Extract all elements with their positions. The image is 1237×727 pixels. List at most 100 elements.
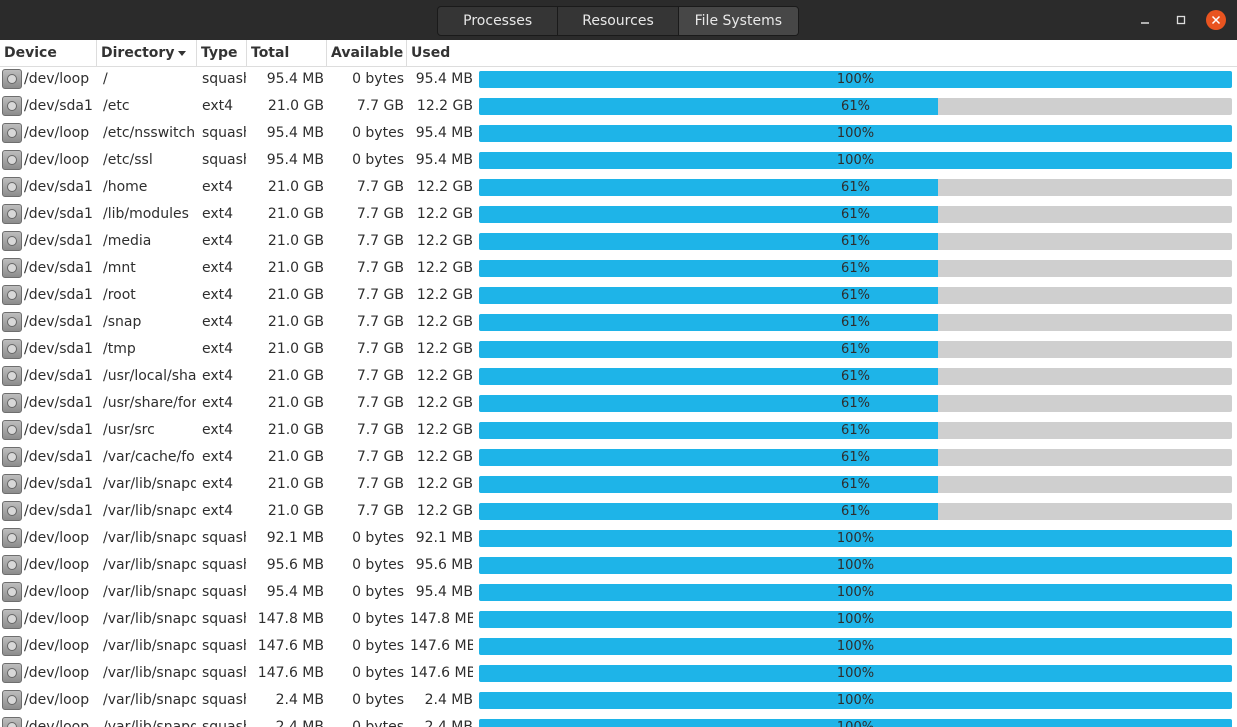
drive-icon [2, 501, 22, 521]
column-header[interactable]: Used [411, 45, 451, 61]
maximize-button[interactable] [1173, 12, 1189, 28]
filesystem-row[interactable]: /dev/loop/var/lib/snapd squash 147.6 MB 0 b… [0, 660, 1237, 687]
directory-cell: /var/lib/snapd [103, 638, 196, 654]
used-cell: 147.6 MB [410, 638, 473, 654]
drive-icon [2, 555, 22, 575]
drive-icon [2, 636, 22, 656]
tab[interactable]: Resources [558, 7, 679, 35]
device-cell: /dev/loop [24, 665, 90, 681]
filesystem-row[interactable]: /dev/sda1/lib/modules ext4 21.0 GB 7.7 GB 12… [0, 201, 1237, 228]
filesystem-row[interactable]: /dev/sda1/media ext4 21.0 GB 7.7 GB 12.2 GB 6… [0, 228, 1237, 255]
used-cell: 95.4 MB [415, 152, 473, 168]
device-cell: /dev/loop [24, 125, 90, 141]
filesystem-row[interactable]: /dev/sda1/var/cache/fon ext4 21.0 GB 7.7 GB… [0, 444, 1237, 471]
tab[interactable]: File Systems [678, 7, 798, 35]
directory-cell: /lib/modules [103, 206, 189, 222]
total-cell: 21.0 GB [267, 368, 324, 384]
usage-bar [479, 530, 1232, 547]
usage-bar [479, 206, 939, 223]
usage-percent: 61% [841, 342, 870, 357]
column-header[interactable]: Available [327, 40, 407, 66]
usage-bar-trough [479, 638, 1232, 655]
device-cell: /dev/sda1 [24, 476, 93, 492]
directory-cell: /var/lib/snapd [103, 719, 196, 727]
filesystem-row[interactable]: /dev/loop/var/lib/snapd squash 95.4 MB 0 by… [0, 579, 1237, 606]
column-header[interactable]: Type [197, 40, 247, 66]
filesystem-row[interactable]: /dev/sda1/usr/share/fon ext4 21.0 GB 7.7 GB… [0, 390, 1237, 417]
used-cell: 12.2 GB [416, 260, 473, 276]
filesystem-row[interactable]: /dev/loop/var/lib/snapd squash 147.6 MB 0 b… [0, 633, 1237, 660]
filesystem-row[interactable]: /dev/loop/var/lib/snapd squash 147.8 MB 0 b… [0, 606, 1237, 633]
available-cell: 0 bytes [352, 665, 404, 681]
filesystem-row[interactable]: /dev/sda1/tmp ext4 21.0 GB 7.7 GB 12.2 GB 61% [0, 336, 1237, 363]
available-cell: 0 bytes [352, 692, 404, 708]
drive-icon [2, 69, 22, 89]
device-cell: /dev/sda1 [24, 260, 93, 276]
available-cell: 0 bytes [352, 530, 404, 546]
drive-icon [2, 690, 22, 710]
drive-icon [2, 447, 22, 467]
filesystem-row[interactable]: /dev/loop/var/lib/snapd squash 92.1 MB 0 by… [0, 525, 1237, 552]
total-cell: 21.0 GB [267, 287, 324, 303]
usage-percent: 100% [479, 714, 1232, 727]
usage-bar-trough [479, 719, 1232, 727]
filesystem-row[interactable]: /dev/sda1/etc ext4 21.0 GB 7.7 GB 12.2 GB 61% [0, 93, 1237, 120]
type-cell: squash [202, 692, 246, 708]
available-cell: 7.7 GB [356, 233, 404, 249]
column-header[interactable]: Device [0, 40, 97, 66]
filesystem-row[interactable]: /dev/sda1/root ext4 21.0 GB 7.7 GB 12.2 GB 61… [0, 282, 1237, 309]
available-cell: 7.7 GB [356, 476, 404, 492]
filesystem-row[interactable]: /dev/sda1/var/lib/snapd ext4 21.0 GB 7.7 GB… [0, 471, 1237, 498]
filesystem-row[interactable]: /dev/loop/etc/nsswitch. squash 95.4 MB 0 by… [0, 120, 1237, 147]
filesystem-row[interactable]: /dev/loop/var/lib/snapd squash 2.4 MB 0 byt… [0, 687, 1237, 714]
filesystem-row[interactable]: /dev/loop/var/lib/snapd squash 95.6 MB 0 by… [0, 552, 1237, 579]
usage-bar-trough [479, 179, 1232, 196]
drive-icon [2, 717, 22, 727]
column-header[interactable]: Directory [97, 40, 197, 66]
type-cell: squash [202, 530, 246, 546]
filesystem-row[interactable]: /dev/sda1/var/lib/snapd ext4 21.0 GB 7.7 GB… [0, 498, 1237, 525]
usage-bar-trough [479, 530, 1232, 547]
title-bar: Processes Resources File Systems [0, 0, 1237, 40]
usage-bar-trough [479, 125, 1232, 142]
usage-bar [479, 125, 1232, 142]
filesystem-row[interactable]: /dev/loop/etc/ssl squash 95.4 MB 0 bytes 95.… [0, 147, 1237, 174]
usage-percent: 61% [841, 477, 870, 492]
used-cell: 147.6 MB [410, 665, 473, 681]
directory-cell: /media [103, 233, 152, 249]
device-cell: /dev/sda1 [24, 503, 93, 519]
drive-icon [2, 285, 22, 305]
available-cell: 0 bytes [352, 638, 404, 654]
tab[interactable]: Processes [438, 7, 559, 35]
available-cell: 7.7 GB [356, 287, 404, 303]
type-cell: ext4 [202, 449, 234, 465]
usage-bar-trough [479, 206, 1232, 223]
filesystem-row[interactable]: /dev/sda1/home ext4 21.0 GB 7.7 GB 12.2 GB 61… [0, 174, 1237, 201]
filesystem-row[interactable]: /dev/loop / squash 95.4 MB 0 bytes 95.4 MB 100… [0, 66, 1237, 93]
column-header[interactable]: Total [247, 40, 327, 66]
total-cell: 21.0 GB [267, 314, 324, 330]
directory-cell: /etc [103, 98, 130, 114]
drive-icon [2, 609, 22, 629]
drive-icon [2, 582, 22, 602]
filesystem-row[interactable]: /dev/sda1/usr/src ext4 21.0 GB 7.7 GB 12.2 G… [0, 417, 1237, 444]
filesystem-row[interactable]: /dev/sda1/usr/local/sha ext4 21.0 GB 7.7 GB… [0, 363, 1237, 390]
total-cell: 21.0 GB [267, 422, 324, 438]
total-cell: 21.0 GB [267, 476, 324, 492]
close-button[interactable] [1206, 10, 1226, 30]
usage-bar-trough [479, 476, 1232, 493]
usage-bar [479, 179, 939, 196]
filesystem-row[interactable]: /dev/loop/var/lib/snapd squash 2.4 MB 0 byt… [0, 714, 1237, 727]
usage-percent: 61% [841, 315, 870, 330]
filesystem-row[interactable]: /dev/sda1/mnt ext4 21.0 GB 7.7 GB 12.2 GB 61% [0, 255, 1237, 282]
total-cell: 21.0 GB [267, 206, 324, 222]
minimize-button[interactable] [1137, 12, 1153, 28]
type-cell: ext4 [202, 503, 234, 519]
type-cell: ext4 [202, 422, 234, 438]
type-cell: squash [202, 638, 246, 654]
sort-arrow [178, 51, 186, 56]
filesystem-row[interactable]: /dev/sda1/snap ext4 21.0 GB 7.7 GB 12.2 GB 61… [0, 309, 1237, 336]
used-cell: 95.6 MB [415, 557, 473, 573]
drive-icon [2, 663, 22, 683]
